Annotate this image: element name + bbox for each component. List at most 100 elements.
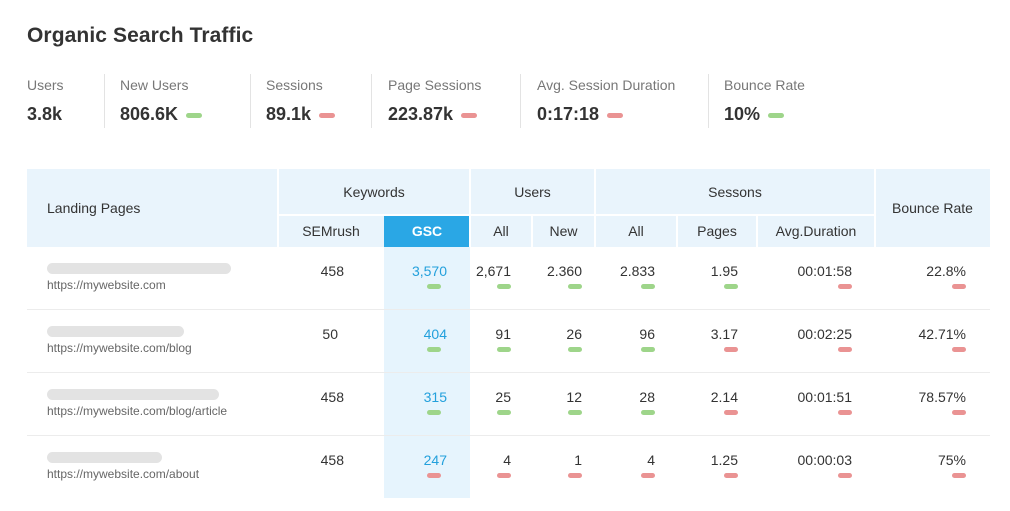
trend-indicator-red — [319, 113, 336, 118]
subheader-semrush[interactable]: SEMrush — [278, 215, 384, 247]
trend-indicator-red — [724, 410, 738, 415]
metric-divider — [371, 74, 372, 128]
metric-label: Page Sessions — [388, 77, 482, 93]
trend-indicator-red — [461, 113, 478, 118]
bounce-rate-value: 42.71% — [918, 326, 966, 342]
header-divider — [874, 169, 876, 247]
avg-duration-value: 00:02:25 — [797, 326, 853, 342]
trend-indicator-red — [838, 347, 852, 352]
gsc-value: 3,570 — [411, 263, 447, 279]
subheader-gsc[interactable]: GSC — [384, 215, 470, 247]
metric-users: Users 3.8k — [27, 74, 104, 128]
trend-indicator-red — [724, 347, 738, 352]
pages-value: 3.17 — [710, 326, 738, 342]
landing-page-url[interactable]: https://mywebsite.com/blog/article — [47, 404, 228, 418]
trend-indicator-red — [952, 284, 966, 289]
trend-indicator-red — [838, 410, 852, 415]
header-divider — [469, 169, 471, 247]
metric-label: Sessions — [266, 77, 323, 93]
avg-duration-value: 00:01:58 — [797, 263, 853, 279]
header-keywords: Keywords — [278, 169, 470, 215]
trend-indicator-green — [497, 284, 511, 289]
subheader-sessions-avg-duration[interactable]: Avg.Duration — [757, 215, 875, 247]
trend-indicator-green — [568, 410, 582, 415]
sessions-all-value: 96 — [639, 326, 655, 342]
page-title-placeholder — [47, 263, 231, 274]
header-divider — [756, 215, 758, 247]
sessions-all-value: 28 — [639, 389, 655, 405]
metric-new-users: New Users 806.6K — [104, 74, 250, 128]
trend-indicator-red — [497, 473, 511, 478]
metric-label: Avg. Session Duration — [537, 77, 676, 93]
metric-label: Users — [27, 77, 64, 93]
gsc-value: 247 — [423, 452, 447, 468]
bounce-rate-value: 22.8% — [926, 263, 966, 279]
metric-divider — [708, 74, 709, 128]
metric-divider — [520, 74, 521, 128]
trend-indicator-green — [427, 410, 441, 415]
landing-page-url[interactable]: https://mywebsite.com — [47, 278, 166, 292]
trend-indicator-green — [427, 347, 441, 352]
metric-label: Bounce Rate — [724, 77, 805, 93]
users-new-value: 2.360 — [546, 263, 582, 279]
gsc-value: 404 — [423, 326, 447, 342]
trend-indicator-red — [607, 113, 624, 118]
header-divider — [594, 169, 596, 247]
semrush-value: 458 — [320, 263, 344, 279]
table-row[interactable]: https://mywebsite.com/about 458 247 4 1 … — [27, 436, 990, 499]
metric-label: New Users — [120, 77, 189, 93]
users-all-value: 25 — [495, 389, 511, 405]
trend-indicator-green — [497, 347, 511, 352]
users-new-value: 12 — [566, 389, 582, 405]
trend-indicator-red — [568, 473, 582, 478]
subheader-users-all[interactable]: All — [470, 215, 532, 247]
landing-page-url[interactable]: https://mywebsite.com/blog — [47, 341, 192, 355]
trend-indicator-green — [497, 410, 511, 415]
landing-page-url[interactable]: https://mywebsite.com/about — [47, 467, 200, 481]
metric-divider — [104, 74, 105, 128]
row-divider — [27, 435, 990, 436]
table-row[interactable]: https://mywebsite.com/blog 50 404 91 26 … — [27, 310, 990, 373]
header-landing-pages: Landing Pages — [27, 169, 278, 247]
pages-value: 2.14 — [710, 389, 738, 405]
trend-indicator-green — [568, 347, 582, 352]
header-sessions: Sessons — [595, 169, 875, 215]
subheader-sessions-pages[interactable]: Pages — [677, 215, 757, 247]
page-title-placeholder — [47, 452, 162, 463]
sessions-all-value: 4 — [647, 452, 655, 468]
metric-value: 3.8k — [27, 104, 63, 124]
trend-indicator-green — [568, 284, 582, 289]
trend-indicator-green — [427, 284, 441, 289]
trend-indicator-green — [186, 113, 203, 118]
metric-value: 806.6K — [120, 104, 179, 124]
subheader-sessions-all[interactable]: All — [595, 215, 677, 247]
metric-value: 10% — [724, 104, 761, 124]
sessions-all-value: 2.833 — [619, 263, 655, 279]
page-title-placeholder — [47, 326, 184, 337]
trend-indicator-red — [952, 410, 966, 415]
metric-avg-session-duration: Avg. Session Duration 0:17:18 — [520, 74, 708, 128]
header-users: Users — [470, 169, 595, 215]
row-divider — [27, 309, 990, 310]
avg-duration-value: 00:01:51 — [797, 389, 853, 405]
users-new-value: 26 — [566, 326, 582, 342]
page-title: Organic Search Traffic — [27, 24, 254, 47]
trend-indicator-green — [768, 113, 785, 118]
users-all-value: 91 — [495, 326, 511, 342]
gsc-value: 315 — [423, 389, 447, 405]
header-divider — [278, 214, 875, 216]
metric-divider — [250, 74, 251, 128]
semrush-value: 50 — [322, 326, 338, 342]
subheader-users-new[interactable]: New — [532, 215, 595, 247]
header-divider — [676, 215, 678, 247]
users-all-value: 2,671 — [475, 263, 511, 279]
table-row[interactable]: https://mywebsite.com/blog/article 458 3… — [27, 373, 990, 436]
metric-bounce-rate: Bounce Rate 10% — [708, 74, 848, 128]
metric-value: 89.1k — [266, 104, 312, 124]
trend-indicator-red — [724, 473, 738, 478]
semrush-value: 458 — [320, 452, 344, 468]
table-row[interactable]: https://mywebsite.com 458 3,570 2,671 2.… — [27, 247, 990, 310]
metric-page-sessions: Page Sessions 223.87k — [371, 74, 520, 128]
trend-indicator-red — [952, 473, 966, 478]
bounce-rate-value: 75% — [937, 452, 966, 468]
